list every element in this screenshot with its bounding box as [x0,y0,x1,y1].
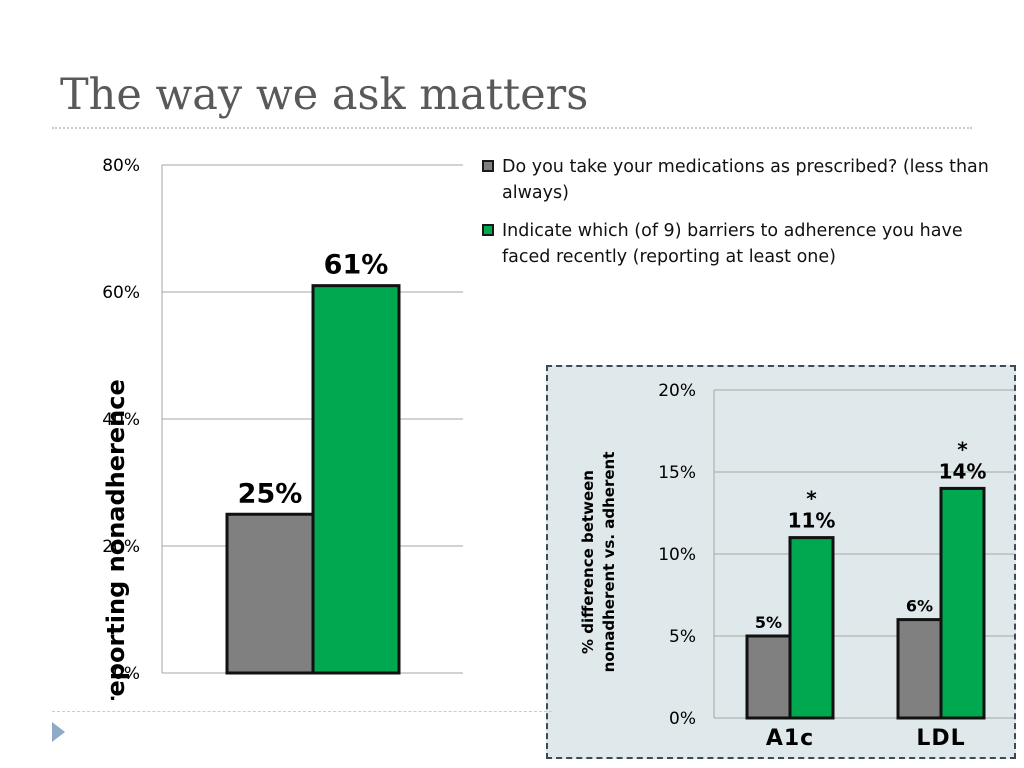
nonadherence-bar-chart: 0%20%40%60%80% % reporting nonadherence … [102,156,463,700]
main-bar-data-label: 61% [324,250,389,281]
legend-item-barriers: Indicate which (of 9) barriers to adhere… [482,218,1002,270]
main-bar-self-report [225,512,315,675]
legend-item-self-report: Do you take your medications as prescrib… [482,154,1002,206]
inset-bar-data-label: 11% [788,509,836,533]
inset-chart-category-labels: A1c LDL [766,726,965,751]
main-chart-y-axis-label: % reporting nonadherence [102,379,130,700]
main-y-tick-label: 40% [102,410,140,430]
footer-divider [52,711,552,712]
inset-bar-barriers [939,486,986,720]
inset-y-tick-label: 20% [658,381,696,401]
main-y-tick-label: 0% [113,664,140,684]
slide-title: The way we ask matters [60,70,589,120]
main-chart-bars [225,284,401,675]
legend-label-self-report: Do you take your medications as prescrib… [502,157,989,203]
inset-y-tick-label: 5% [669,627,696,647]
inset-bar-data-label: 5% [755,613,782,632]
inset-chart-panel: 0% 5% 10% 15% 20% % difference between nonad… [546,365,1016,759]
inset-y-tick-label: 0% [669,709,696,729]
inset-bar-self-report [896,618,943,720]
inset-bar-self-report [745,634,792,720]
inset-category-label: LDL [916,726,965,751]
main-y-tick-label: 80% [102,156,140,176]
difference-bar-chart: 0% 5% 10% 15% 20% % difference between nonad… [579,381,1014,751]
inset-bar-data-label: 14% [939,459,987,483]
main-bar-barriers [311,284,401,675]
legend-swatch-green [482,224,494,236]
legend-label-barriers: Indicate which (of 9) barriers to adhere… [502,221,963,267]
inset-bar-barriers [788,536,835,720]
inset-bar-data-label: 6% [906,597,933,616]
significance-asterisk: * [957,437,968,461]
title-divider [52,127,972,129]
inset-chart-bars [745,486,986,720]
inset-y-tick-label: 15% [658,463,696,483]
inset-y-tick-label: 10% [658,545,696,565]
main-chart-data-labels: 25% 61% [238,250,389,510]
inset-category-label: A1c [766,726,814,751]
inset-y-axis-label-line1: % difference between [579,470,597,654]
inset-y-axis-label-line2: nonadherent vs. adherent [600,452,618,673]
chart-legend: Do you take your medications as prescrib… [482,154,1002,282]
main-y-tick-label: 60% [102,283,140,303]
main-y-tick-label: 20% [102,537,140,557]
slide-nav-arrow-icon[interactable] [52,722,65,742]
main-chart-y-ticks: 0% 20% 40% 60% 80% [102,156,140,684]
significance-asterisk: * [806,487,817,511]
legend-swatch-gray [482,160,494,172]
inset-chart-y-ticks: 0% 5% 10% 15% 20% [658,381,696,729]
inset-chart-data-labels: 5%11%*6%14%* [755,437,987,632]
main-bar-data-label: 25% [238,478,303,509]
